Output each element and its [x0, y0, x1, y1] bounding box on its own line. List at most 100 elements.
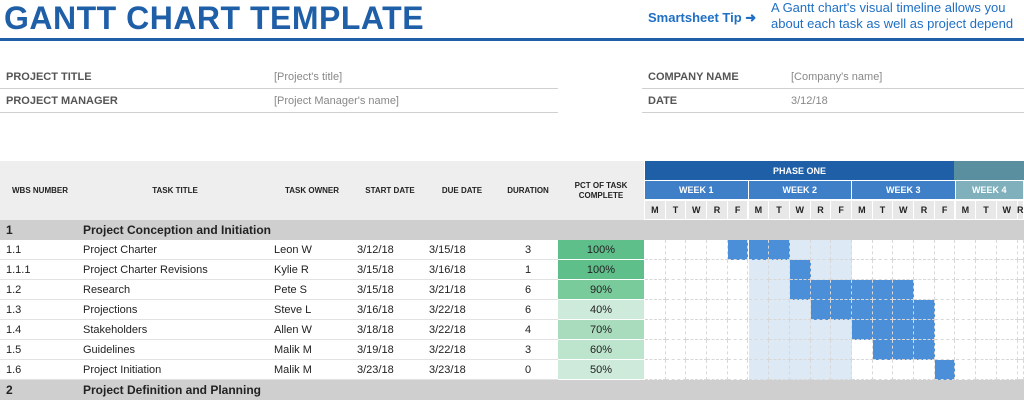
project-title-field[interactable]: [Project's title]	[274, 71, 343, 83]
gantt-bar-segment	[893, 320, 915, 340]
due-date: 3/22/18	[429, 304, 466, 316]
timeline-cell	[707, 300, 728, 320]
due-date: 3/15/18	[429, 244, 466, 256]
col-header-duration: DURATION	[507, 185, 549, 195]
day-header: M	[645, 201, 666, 219]
day-header: R	[707, 201, 728, 219]
table-row[interactable]: 1.1 Project Charter Leon W 3/12/18 3/15/18 3 1…	[0, 240, 1024, 260]
timeline-cell	[686, 280, 708, 300]
timeline-cell	[810, 340, 832, 360]
timeline-cell	[955, 280, 977, 300]
wbs-number: 1.1.1	[6, 264, 31, 276]
timeline-cell	[769, 300, 790, 320]
day-header: R	[1017, 201, 1024, 219]
project-manager-field[interactable]: [Project Manager's name]	[274, 95, 399, 107]
duration: 6	[524, 304, 532, 316]
timeline-cell	[955, 260, 977, 280]
company-name-label: COMPANY NAME	[648, 71, 739, 83]
timeline-cell	[789, 320, 811, 340]
timeline-cell	[686, 320, 708, 340]
timeline-cell	[686, 300, 708, 320]
timeline-cell	[996, 300, 1018, 320]
due-date: 3/22/18	[429, 344, 466, 356]
wbs-number: 1.4	[6, 324, 22, 336]
date-label: DATE	[648, 95, 678, 107]
col-header-task-owner: TASK OWNER	[284, 185, 340, 195]
day-header: M	[852, 201, 873, 219]
timeline-cell	[645, 320, 666, 340]
row-divider	[0, 339, 558, 340]
row-divider	[0, 379, 558, 380]
table-row[interactable]: 1.4 Stakeholders Allen W 3/18/18 3/22/18 4 70%	[0, 320, 1024, 340]
table-row[interactable]: 1.2 Research Pete S 3/15/18 3/21/18 6 90%	[0, 280, 1024, 300]
smartsheet-tip-label[interactable]: Smartsheet Tip ➜	[648, 10, 757, 25]
timeline-cell	[769, 340, 790, 360]
timeline-cell	[727, 280, 749, 300]
timeline-cell	[789, 300, 811, 320]
gantt-bar-segment	[893, 280, 915, 300]
info-divider	[0, 112, 558, 113]
col-header-start-date: START DATE	[365, 185, 415, 195]
day-header: T	[872, 201, 894, 219]
timeline-cell	[769, 320, 790, 340]
company-name-field[interactable]: [Company's name]	[791, 71, 883, 83]
pct-complete: 60%	[558, 340, 644, 359]
gantt-bar-segment	[810, 280, 832, 300]
timeline-cell	[707, 340, 728, 360]
timeline-cell	[976, 340, 997, 360]
date-field[interactable]: 3/12/18	[791, 95, 828, 107]
timeline-cell	[976, 320, 997, 340]
due-date: 3/22/18	[429, 324, 466, 336]
row-divider	[0, 279, 558, 280]
start-date: 3/12/18	[357, 244, 394, 256]
pct-complete: 70%	[558, 320, 644, 339]
start-date: 3/15/18	[357, 284, 394, 296]
task-title: Projections	[83, 304, 138, 316]
row-divider	[0, 359, 558, 360]
timeline-cell	[996, 280, 1018, 300]
page-title: GANTT CHART TEMPLATE	[4, 0, 425, 36]
day-header: T	[976, 201, 997, 219]
duration: 3	[524, 344, 532, 356]
day-header: M	[955, 201, 977, 219]
week-header: WEEK 2	[748, 181, 852, 199]
info-divider	[0, 88, 558, 89]
timeline-cell	[707, 280, 728, 300]
timeline-cell	[748, 260, 770, 280]
timeline-cell	[1017, 280, 1024, 300]
table-row[interactable]: 1.1.1 Project Charter Revisions Kylie R 3/1…	[0, 260, 1024, 280]
pct-complete: 40%	[558, 300, 644, 319]
pct-header-line-2: COMPLETE	[578, 190, 624, 200]
table-row[interactable]: 1.3 Projections Steve L 3/16/18 3/22/18 6 40%	[0, 300, 1024, 320]
timeline-cell	[872, 260, 894, 280]
duration: 1	[524, 264, 532, 276]
timeline-cell	[872, 360, 894, 380]
gantt-bar-segment	[748, 240, 770, 260]
timeline-cell	[934, 280, 956, 300]
section-row[interactable]: 2 Project Definition and Planning	[0, 380, 1024, 400]
week-header: WEEK 4	[955, 181, 1024, 199]
section-title: Project Definition and Planning	[83, 383, 262, 397]
pct-complete: 100%	[558, 260, 644, 279]
wbs-number: 2	[6, 383, 13, 397]
pct-complete: 50%	[558, 360, 644, 379]
timeline-cell	[955, 320, 977, 340]
timeline-cell	[727, 320, 749, 340]
timeline-cell	[914, 260, 935, 280]
section-row[interactable]: 1 Project Conception and Initiation	[0, 220, 1024, 240]
day-header: T	[769, 201, 790, 219]
day-header: F	[934, 201, 956, 219]
col-header-task-title: TASK TITLE	[152, 185, 198, 195]
gantt-bar-segment	[934, 360, 956, 380]
gantt-bar-segment	[914, 300, 935, 320]
table-row[interactable]: 1.5 Guidelines Malik M 3/19/18 3/22/18 3 60%	[0, 340, 1024, 360]
table-row[interactable]: 1.6 Project Initiation Malik M 3/23/18 3/23/…	[0, 360, 1024, 380]
gantt-bar-segment	[789, 280, 811, 300]
timeline-cell	[1017, 360, 1024, 380]
gantt-bar-segment	[893, 300, 915, 320]
timeline-cell	[810, 260, 832, 280]
timeline-cell	[955, 340, 977, 360]
smartsheet-tip-text: A Gantt chart's visual timeline allows y…	[771, 0, 1013, 32]
day-header: M	[748, 201, 770, 219]
timeline-cell	[1017, 300, 1024, 320]
